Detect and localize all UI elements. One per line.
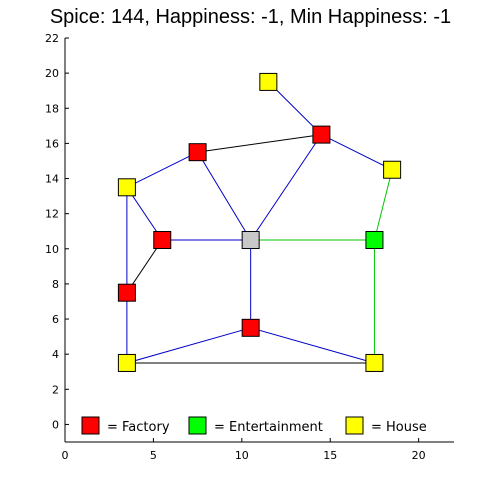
graph-edge <box>197 134 322 153</box>
x-tick-label: 15 <box>323 449 337 462</box>
x-tick-label: 0 <box>62 449 69 462</box>
graph-edge <box>126 151 198 188</box>
factory-node <box>188 143 207 162</box>
factory-node <box>312 125 331 144</box>
legend-swatch-factory <box>81 416 100 435</box>
y-tick-label: 8 <box>52 278 59 291</box>
axes: 0 5 10 15 20 0 2 4 6 8 10 12 14 16 18 20 22 <box>45 32 454 462</box>
chart-title: Spice: 144, Happiness: -1, Min Happiness… <box>49 6 452 28</box>
graph-edge <box>250 134 322 241</box>
factory-node <box>241 318 260 337</box>
factory-node <box>117 283 136 302</box>
house-node <box>383 160 402 179</box>
graph-edge <box>321 134 393 171</box>
y-tick-label: 20 <box>45 67 59 80</box>
y-tick-label: 18 <box>45 102 59 115</box>
legend-swatch-house <box>345 416 364 435</box>
x-tick-label: 10 <box>235 449 249 462</box>
y-tick-label: 22 <box>45 32 59 45</box>
graph-edge <box>126 327 251 364</box>
y-tick-label: 2 <box>52 383 59 396</box>
x-tick-label: 20 <box>412 449 426 462</box>
y-tick-label: 16 <box>45 137 59 150</box>
legend-swatch-entertainment <box>188 416 207 435</box>
entertainment-node <box>365 231 384 249</box>
legend: = Factory = Entertainment = House <box>81 416 427 435</box>
y-tick-label: 0 <box>52 418 59 431</box>
house-node <box>117 353 136 372</box>
y-tick-label: 14 <box>45 173 59 186</box>
x-tick-label: 5 <box>150 449 157 462</box>
graph-edge <box>373 169 393 241</box>
empty-node <box>241 231 260 249</box>
y-tick-label: 12 <box>45 208 59 221</box>
y-tick-label: 10 <box>45 243 59 256</box>
house-node <box>259 72 278 91</box>
graph-edge <box>197 151 252 241</box>
y-tick-label: 4 <box>52 348 59 361</box>
legend-label-entertainment: = Entertainment <box>214 420 323 435</box>
house-node <box>117 178 136 197</box>
graph-edge <box>250 327 375 364</box>
y-tick-label: 6 <box>52 313 59 326</box>
house-node <box>365 353 384 372</box>
factory-node <box>153 231 172 249</box>
legend-label-house: = House <box>371 420 427 435</box>
node-layer <box>117 72 402 372</box>
legend-label-factory: = Factory <box>107 420 170 435</box>
